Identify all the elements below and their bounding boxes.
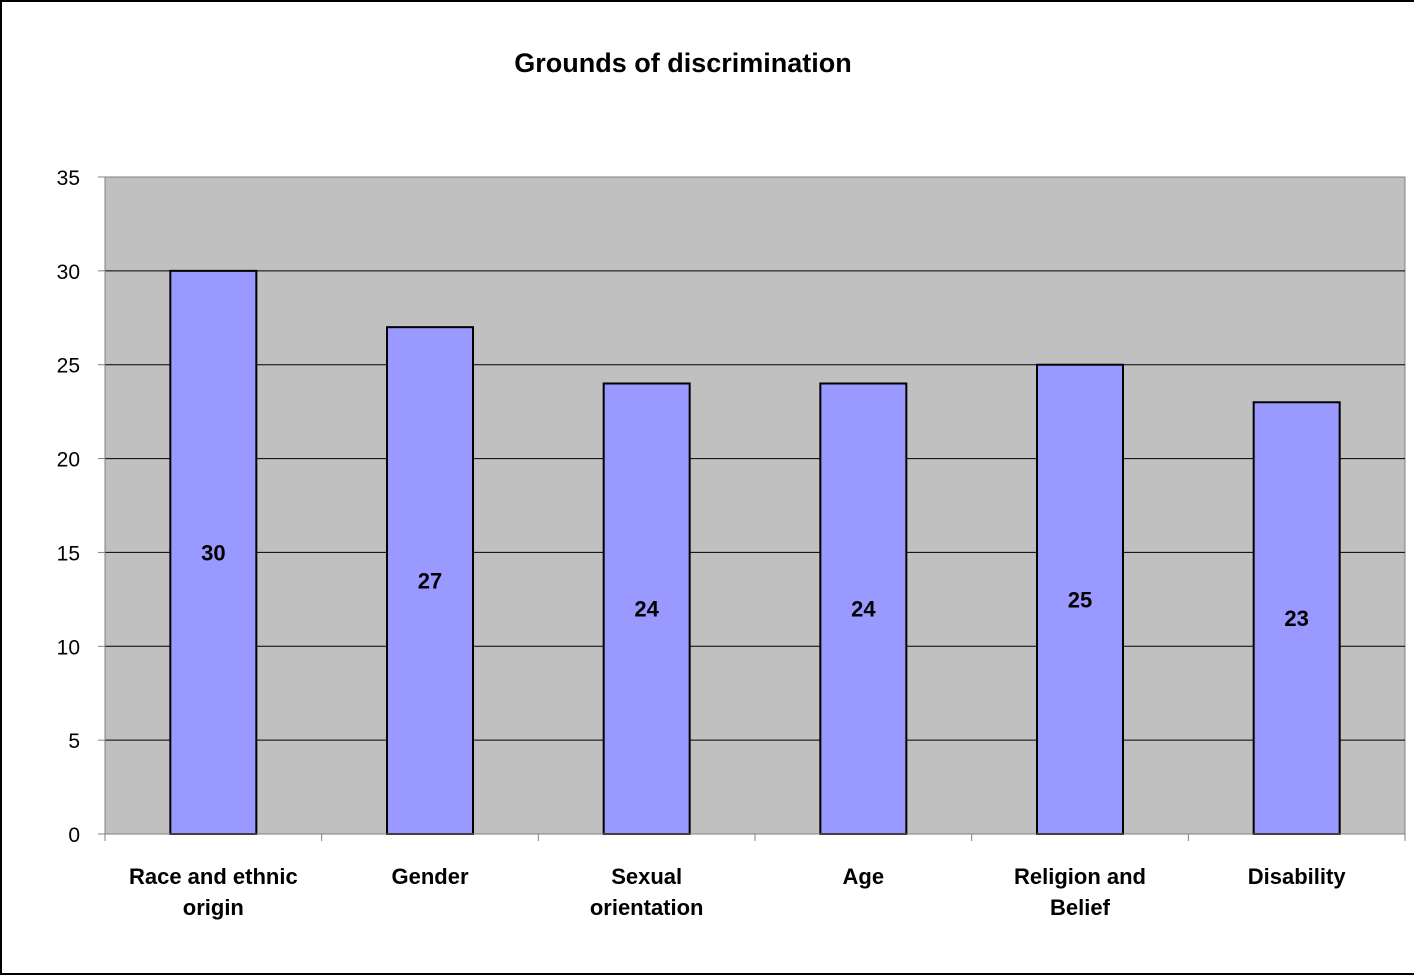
labels: 0 5 10 15 20 25 30 35 30 Race and ethnic origin 27 G… (57, 167, 1347, 920)
bar (1252, 401, 1341, 835)
y-tick-label: 20 (57, 449, 80, 472)
x-tick-label-line: origin (183, 895, 244, 920)
x-tick-label: Disability (1248, 864, 1347, 889)
y-tick-label: 30 (57, 261, 80, 284)
gridlines (105, 270, 1405, 741)
y-tick-label: 5 (68, 730, 80, 753)
x-tick-label-line: Age (843, 864, 885, 889)
y-tick-label: 25 (57, 355, 80, 378)
data-label: 30 (201, 540, 225, 565)
bar (386, 326, 474, 835)
y-tick-label: 0 (68, 824, 80, 847)
axes (98, 176, 1406, 841)
chart-title: Grounds of discrimination (514, 48, 852, 78)
y-tick-label: 15 (57, 542, 80, 565)
data-label: 24 (634, 597, 659, 622)
x-tick-label: Gender (391, 864, 468, 889)
bars (169, 269, 1341, 836)
x-tick-label-line: orientation (590, 895, 704, 920)
data-label: 24 (851, 597, 876, 622)
bar (1036, 363, 1124, 835)
data-label: 23 (1284, 606, 1308, 631)
x-tick-label: Religion and Belief (1014, 864, 1146, 920)
bar (819, 382, 908, 835)
x-tick-label-line: Belief (1050, 895, 1111, 920)
x-tick-label: Race and ethnic origin (129, 864, 298, 920)
x-tick-label-line: Race and ethnic (129, 864, 298, 889)
x-tick-label: Age (843, 864, 885, 889)
x-tick-label-line: Sexual (611, 864, 682, 889)
y-tick-label: 10 (57, 636, 80, 659)
x-tick-label-line: Gender (391, 864, 468, 889)
x-tick-label-line: Religion and (1014, 864, 1146, 889)
x-tick-label-line: Disability (1248, 864, 1347, 889)
x-tick-label: Sexual orientation (590, 864, 704, 920)
data-label: 25 (1068, 587, 1092, 612)
y-tick-label: 35 (57, 167, 80, 190)
data-label: 27 (418, 569, 442, 594)
bar (602, 382, 691, 835)
plot-area (104, 176, 1406, 835)
